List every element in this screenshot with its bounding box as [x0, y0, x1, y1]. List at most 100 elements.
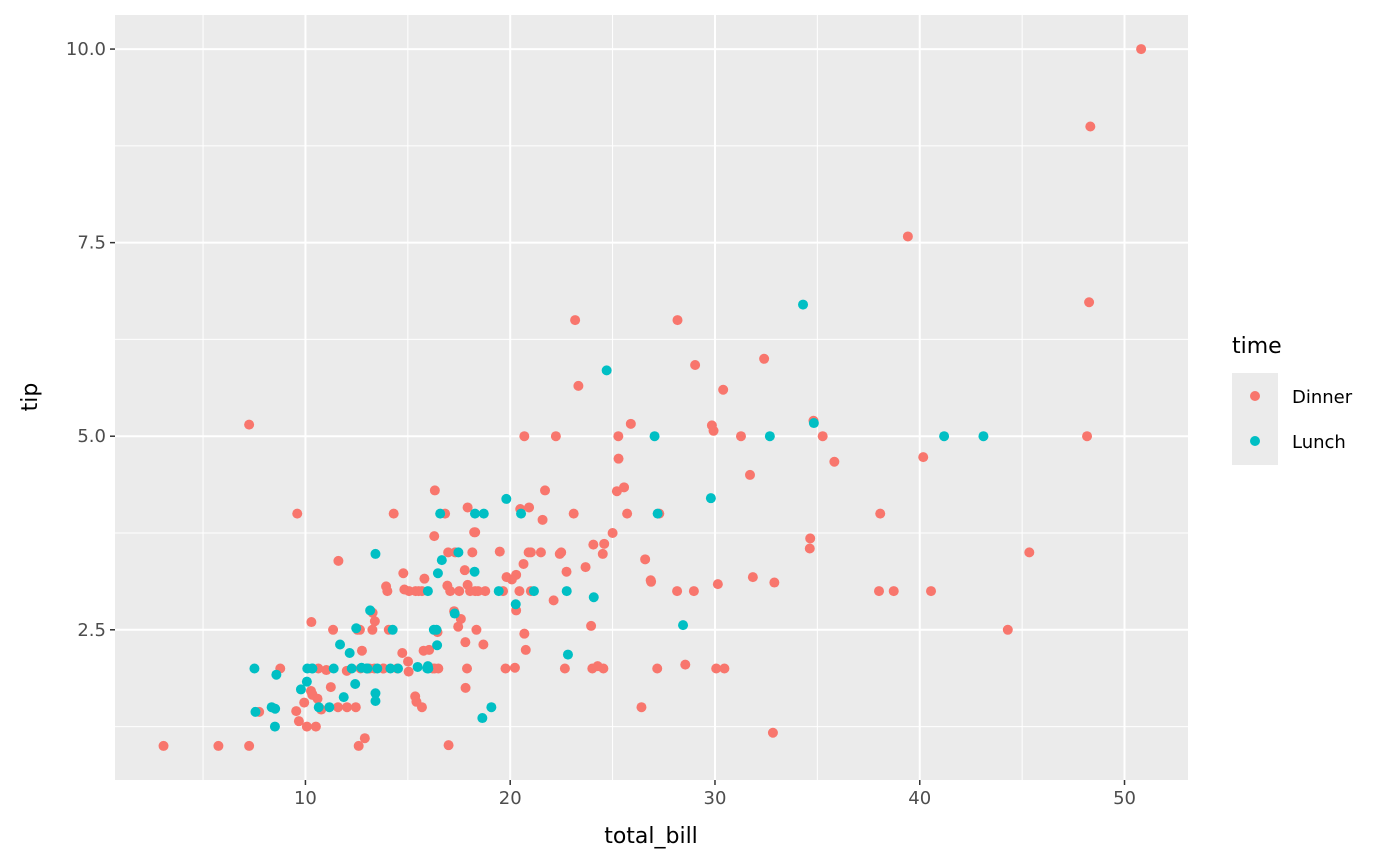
- point-lunch: [387, 624, 398, 635]
- point-lunch: [346, 663, 357, 674]
- x-tick-label: 10: [294, 788, 317, 809]
- point-dinner: [403, 656, 414, 667]
- x-tick-label: 30: [704, 788, 727, 809]
- gridlines: [115, 15, 1188, 780]
- point-lunch: [516, 508, 527, 519]
- point-lunch: [335, 639, 346, 650]
- point-dinner: [500, 663, 511, 674]
- point-lunch: [493, 586, 504, 597]
- point-dinner: [445, 586, 456, 597]
- point-dinner: [244, 740, 255, 751]
- point-lunch: [301, 676, 312, 687]
- point-lunch: [649, 431, 660, 442]
- point-lunch: [412, 661, 423, 672]
- point-dinner: [559, 663, 570, 674]
- point-lunch: [469, 508, 480, 519]
- point-lunch: [652, 508, 663, 519]
- point-dinner: [719, 663, 730, 674]
- point-dinner: [804, 543, 815, 554]
- point-lunch: [453, 547, 464, 558]
- point-dinner: [611, 486, 622, 497]
- point-dinner: [429, 531, 440, 542]
- point-dinner: [550, 431, 561, 442]
- point-dinner: [1084, 297, 1095, 308]
- point-lunch: [385, 663, 396, 674]
- point-dinner: [607, 528, 618, 539]
- point-lunch: [561, 586, 572, 597]
- point-lunch: [501, 493, 512, 504]
- point-dinner: [310, 721, 321, 732]
- point-lunch: [432, 568, 443, 579]
- x-tick-label: 40: [908, 788, 931, 809]
- point-dinner: [292, 508, 303, 519]
- point-dinner: [613, 431, 624, 442]
- point-dinner: [902, 231, 913, 242]
- point-lunch: [266, 702, 277, 713]
- point-dinner: [467, 547, 478, 558]
- point-lunch: [302, 663, 313, 674]
- point-lunch: [313, 702, 324, 713]
- point-dinner: [690, 359, 701, 370]
- point-dinner: [213, 740, 224, 751]
- point-dinner: [520, 644, 531, 655]
- point-dinner: [706, 420, 717, 431]
- point-dinner: [353, 740, 364, 751]
- point-dinner: [918, 452, 929, 463]
- point-lunch: [372, 663, 383, 674]
- point-dinner: [652, 663, 663, 674]
- point-dinner: [535, 547, 546, 558]
- legend: time Dinner Lunch: [1232, 334, 1353, 465]
- point-dinner: [680, 659, 691, 670]
- point-dinner: [524, 502, 535, 513]
- point-dinner: [509, 662, 520, 673]
- point-dinner: [454, 586, 465, 597]
- point-dinner: [672, 586, 683, 597]
- point-dinner: [299, 697, 310, 708]
- point-dinner: [519, 431, 530, 442]
- point-dinner: [645, 575, 656, 586]
- point-dinner: [244, 419, 255, 430]
- y-tick-label: 5.0: [77, 426, 106, 447]
- point-dinner: [429, 485, 440, 496]
- point-dinner: [805, 533, 816, 544]
- legend-title: time: [1232, 334, 1282, 359]
- point-lunch: [808, 418, 819, 429]
- point-lunch: [328, 663, 339, 674]
- point-dinner: [613, 453, 624, 464]
- point-dinner: [369, 616, 380, 627]
- point-dinner: [888, 586, 899, 597]
- point-dinner: [518, 558, 529, 569]
- point-dinner: [588, 539, 599, 550]
- point-lunch: [705, 493, 716, 504]
- point-lunch: [764, 431, 775, 442]
- point-dinner: [829, 456, 840, 467]
- point-dinner: [688, 586, 699, 597]
- x-axis: 10 20 30 40 50: [294, 780, 1136, 809]
- point-dinner: [735, 431, 746, 442]
- point-dinner: [767, 727, 778, 738]
- x-tick-label: 50: [1113, 788, 1136, 809]
- point-dinner: [462, 502, 473, 513]
- y-axis-title: tip: [18, 383, 43, 412]
- point-lunch: [562, 649, 573, 660]
- point-dinner: [874, 586, 885, 597]
- point-lunch: [365, 605, 376, 616]
- point-lunch: [528, 586, 539, 597]
- point-dinner: [325, 682, 336, 693]
- point-lunch: [350, 678, 361, 689]
- point-dinner: [519, 628, 530, 639]
- point-dinner: [410, 691, 421, 702]
- point-lunch: [271, 669, 282, 680]
- point-lunch: [478, 508, 489, 519]
- point-dinner: [622, 508, 633, 519]
- point-dinner: [506, 574, 517, 585]
- point-dinner: [388, 508, 399, 519]
- point-lunch: [428, 624, 439, 635]
- point-dinner: [540, 485, 551, 496]
- point-dinner: [561, 566, 572, 577]
- point-dinner: [1136, 44, 1147, 55]
- point-dinner: [397, 648, 408, 659]
- point-dinner: [459, 565, 470, 576]
- x-axis-title: total_bill: [604, 824, 698, 849]
